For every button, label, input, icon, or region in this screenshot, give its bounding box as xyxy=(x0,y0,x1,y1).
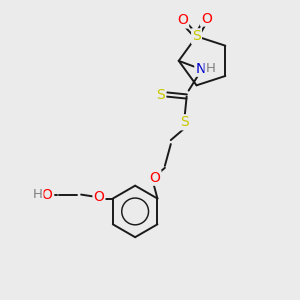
Text: S: S xyxy=(180,115,189,129)
Text: S: S xyxy=(157,88,165,101)
Text: O: O xyxy=(149,171,161,185)
Text: H: H xyxy=(206,62,215,75)
Text: O: O xyxy=(94,190,104,204)
Text: H: H xyxy=(33,188,43,201)
Text: N: N xyxy=(195,62,206,76)
Text: O: O xyxy=(41,188,52,202)
Text: O: O xyxy=(177,14,188,28)
Text: S: S xyxy=(192,29,201,43)
Text: O: O xyxy=(201,11,212,26)
